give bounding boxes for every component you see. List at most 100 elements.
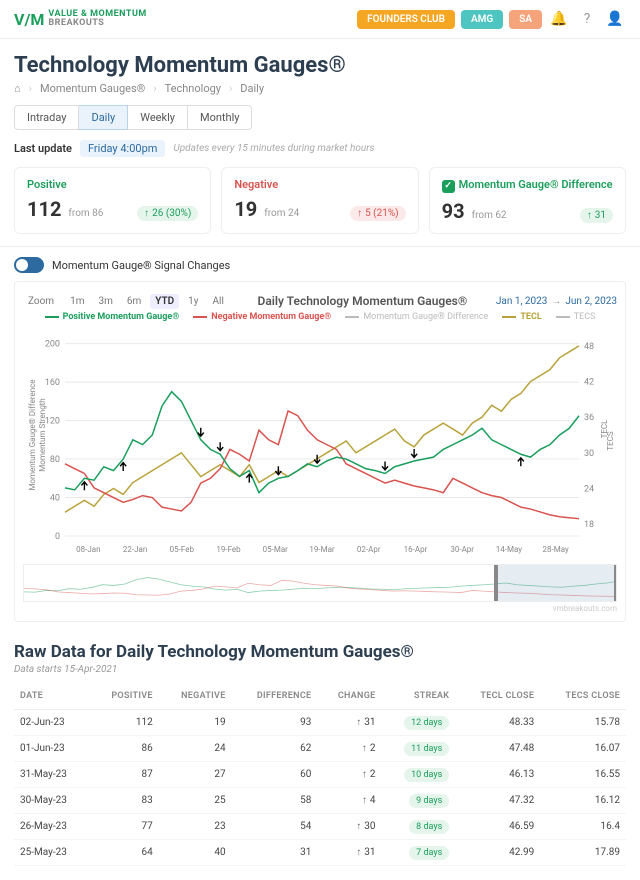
cell-pos: 86	[90, 736, 159, 762]
col-header: CHANGE	[317, 683, 381, 710]
legend-item[interactable]: Momentum Gauge® Difference	[345, 312, 488, 322]
cell-neg: 27	[159, 762, 232, 788]
metric-title: Positive	[27, 178, 198, 191]
navigator-chart[interactable]	[23, 564, 617, 602]
cell-tecs: 16.12	[540, 788, 626, 814]
cell-tecs: 17.89	[540, 840, 626, 866]
svg-text:42: 42	[584, 378, 594, 388]
logo-mark: V/M	[14, 10, 44, 29]
legend-item[interactable]: Negative Momentum Gauge®	[193, 312, 331, 322]
logo[interactable]: V/M VALUE & MOMENTUM BREAKOUTS	[14, 10, 147, 29]
cell-tecl: 46.59	[455, 814, 540, 840]
tab-daily[interactable]: Daily	[79, 105, 128, 130]
zoom-1m[interactable]: 1m	[65, 294, 89, 309]
home-icon[interactable]: ⌂	[14, 82, 21, 95]
crumb[interactable]: Technology	[165, 82, 221, 95]
metric-title: Negative	[234, 178, 405, 191]
metric-difference: ✓Momentum Gauge® Difference 93 from 62 ↑…	[429, 167, 626, 234]
cell-tecl: 46.13	[455, 762, 540, 788]
svg-text:05-Feb: 05-Feb	[170, 545, 195, 554]
cell-neg: 40	[159, 840, 232, 866]
cell-neg: 24	[159, 736, 232, 762]
metric-delta: ↑ 5 (21%)	[350, 206, 406, 221]
crumb[interactable]: Daily	[240, 82, 264, 95]
svg-text:08-Jan: 08-Jan	[76, 545, 100, 554]
svg-text:TECS: TECS	[606, 431, 615, 451]
chart-container: Zoom 1m3m6mYTD1yAll Daily Technology Mom…	[14, 281, 626, 622]
pill-sa[interactable]: SA	[509, 10, 542, 29]
update-label: Last update	[14, 142, 72, 155]
pill-amg[interactable]: AMG	[461, 10, 503, 29]
table-row: 02-Jun-23 112 19 93 ↑31 12 days 48.33 15…	[14, 710, 626, 736]
svg-text:160: 160	[45, 378, 60, 388]
frequency-tabs: IntradayDailyWeeklyMonthly	[0, 105, 640, 130]
update-note: Updates every 15 minutes during market h…	[173, 143, 374, 154]
cell-chg: ↑31	[317, 710, 381, 736]
toggle-row: Momentum Gauge® Signal Changes	[0, 246, 640, 281]
topbar-right: FOUNDERS CLUB AMG SA 🔔 ? 👤	[357, 8, 626, 30]
cell-diff: 31	[232, 840, 318, 866]
legend-item[interactable]: Positive Momentum Gauge®	[45, 312, 180, 322]
zoom-row: Zoom 1m3m6mYTD1yAll Daily Technology Mom…	[23, 290, 617, 312]
metric-positive: Positive 112 from 86 ↑ 26 (30%)	[14, 167, 211, 234]
cell-pos: 83	[90, 788, 159, 814]
legend-item[interactable]: TECL	[502, 312, 541, 322]
page-title: Technology Momentum Gauges®	[0, 39, 640, 82]
bell-icon[interactable]: 🔔	[548, 8, 570, 30]
cell-date: 26-May-23	[14, 814, 90, 840]
cell-tecl: 47.48	[455, 736, 540, 762]
table-row: 26-May-23 77 23 54 ↑30 8 days 46.59 16.4	[14, 814, 626, 840]
chart-title: Daily Technology Momentum Gauges®	[233, 294, 492, 308]
cell-diff: 58	[232, 788, 318, 814]
legend-item[interactable]: TECS	[556, 312, 596, 322]
cell-neg: 25	[159, 788, 232, 814]
watermark: vmbreakouts.com	[23, 604, 617, 613]
metrics-row: Positive 112 from 86 ↑ 26 (30%) Negative…	[0, 167, 640, 246]
cell-streak: 8 days	[382, 814, 456, 840]
toggle-label: Momentum Gauge® Signal Changes	[52, 259, 230, 272]
svg-text:200: 200	[45, 340, 60, 350]
metric-value: 112	[27, 197, 61, 221]
user-icon[interactable]: 👤	[604, 8, 626, 30]
svg-text:24: 24	[584, 484, 594, 494]
cell-diff: 93	[232, 710, 318, 736]
cell-date: 01-Jun-23	[14, 736, 90, 762]
tab-monthly[interactable]: Monthly	[188, 105, 253, 130]
zoom-YTD[interactable]: YTD	[150, 294, 179, 309]
cell-tecs: 16.55	[540, 762, 626, 788]
cell-neg: 19	[159, 710, 232, 736]
cell-pos: 87	[90, 762, 159, 788]
zoom-6m[interactable]: 6m	[122, 294, 146, 309]
zoom-All[interactable]: All	[208, 294, 229, 309]
zoom-1y[interactable]: 1y	[183, 294, 203, 309]
logo-text: VALUE & MOMENTUM BREAKOUTS	[48, 10, 146, 28]
cell-date: 31-May-23	[14, 762, 90, 788]
cell-pos: 77	[90, 814, 159, 840]
chart-legend: Positive Momentum Gauge® Negative Momentu…	[23, 312, 617, 322]
tab-intraday[interactable]: Intraday	[14, 105, 79, 130]
metric-value: 93	[442, 199, 465, 223]
zoom-3m[interactable]: 3m	[93, 294, 117, 309]
cell-streak: 12 days	[382, 710, 456, 736]
pill-founders-club[interactable]: FOUNDERS CLUB	[357, 10, 455, 29]
crumb[interactable]: Momentum Gauges®	[40, 82, 145, 95]
metric-from: from 24	[264, 208, 299, 219]
metric-value: 19	[234, 197, 257, 221]
tab-weekly[interactable]: Weekly	[128, 105, 188, 130]
col-header: STREAK	[382, 683, 456, 710]
svg-text:30: 30	[584, 449, 594, 459]
cell-chg: ↑2	[317, 762, 381, 788]
cell-pos: 112	[90, 710, 159, 736]
update-row: Last update Friday 4:00pm Updates every …	[0, 140, 640, 167]
svg-text:30-Apr: 30-Apr	[450, 545, 474, 554]
svg-text:Momentum Strength: Momentum Strength	[38, 398, 47, 471]
cell-neg: 23	[159, 814, 232, 840]
metric-title: ✓Momentum Gauge® Difference	[442, 178, 613, 193]
date-range: Jan 1, 2023→Jun 2, 2023	[496, 296, 617, 307]
main-chart: 0408012016020018243036424808-Jan22-Jan05…	[23, 328, 617, 558]
metric-from: from 62	[472, 210, 507, 221]
svg-text:14-May: 14-May	[496, 545, 522, 554]
cell-chg: ↑2	[317, 736, 381, 762]
signal-toggle[interactable]	[14, 257, 44, 273]
help-icon[interactable]: ?	[576, 8, 598, 30]
